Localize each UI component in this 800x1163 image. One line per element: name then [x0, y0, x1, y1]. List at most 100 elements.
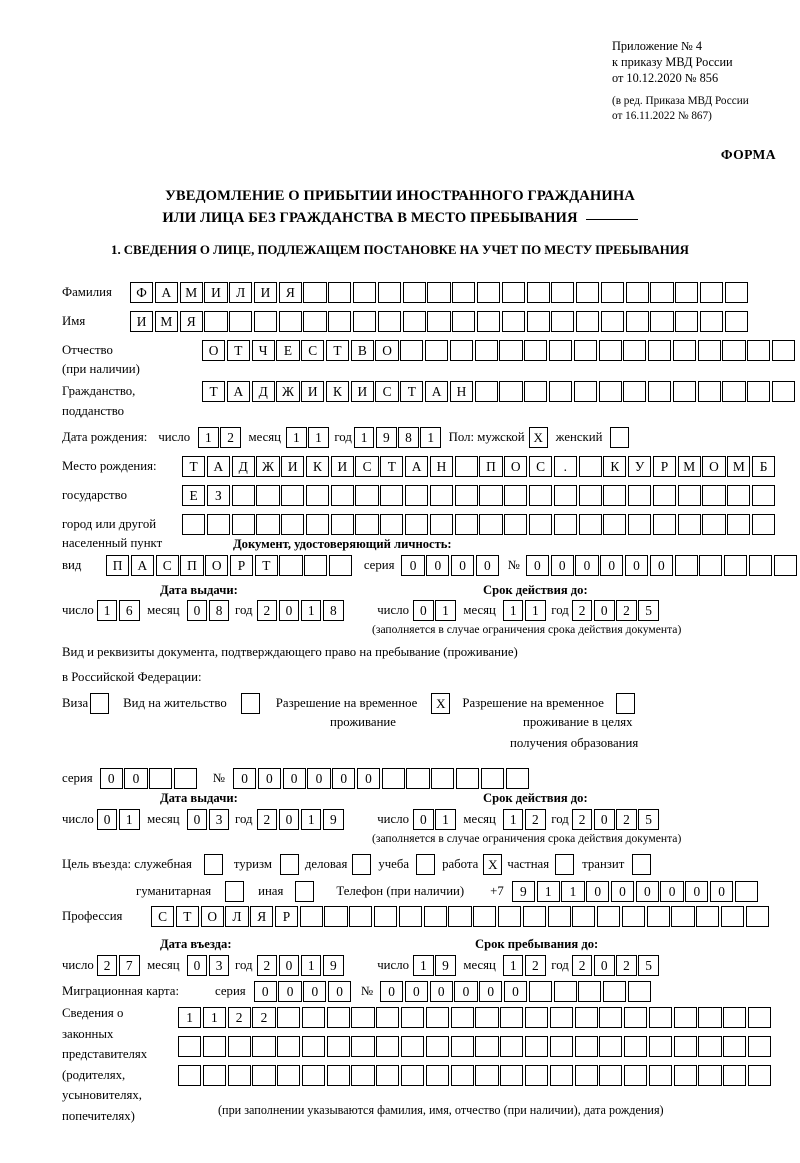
char-cell[interactable] [648, 340, 672, 361]
digit-cell[interactable]: 5 [638, 955, 659, 976]
digit-cell[interactable]: 3 [208, 955, 230, 976]
char-cell[interactable] [355, 485, 379, 506]
char-cell[interactable] [549, 1007, 573, 1028]
char-cell[interactable] [547, 906, 571, 927]
char-cell[interactable] [305, 514, 330, 535]
temp-residence-edu-checkbox[interactable] [615, 693, 635, 714]
char-cell[interactable] [524, 1007, 549, 1028]
digit-cell[interactable]: 1 [96, 600, 118, 621]
char-cell[interactable]: Т [226, 340, 250, 361]
digit-cell[interactable]: 1 [353, 427, 375, 448]
char-cell[interactable] [573, 381, 597, 402]
char-cell[interactable] [253, 311, 278, 332]
char-cell[interactable] [673, 1065, 697, 1086]
char-cell[interactable] [747, 340, 771, 361]
char-cell[interactable] [330, 514, 354, 535]
char-cell[interactable] [330, 485, 354, 506]
digit-cell[interactable]: 1 [308, 427, 329, 448]
digit-cell[interactable]: 0 [186, 955, 208, 976]
char-cell[interactable] [400, 340, 424, 361]
digit-cell[interactable]: 0 [593, 809, 615, 830]
char-cell[interactable]: Т [325, 340, 350, 361]
digit-cell[interactable]: 0 [278, 955, 300, 976]
char-cell[interactable]: С [301, 340, 325, 361]
char-cell[interactable] [697, 340, 721, 361]
digit-cell[interactable]: 0 [278, 809, 300, 830]
digit-cell[interactable]: 7 [118, 955, 140, 976]
char-cell[interactable]: 0 [451, 555, 475, 576]
char-cell[interactable]: 1 [178, 1007, 202, 1028]
digit-cell[interactable]: 0 [413, 809, 434, 830]
char-cell[interactable]: Т [380, 456, 404, 477]
char-cell[interactable] [671, 906, 695, 927]
char-cell[interactable] [771, 381, 796, 402]
digit-cell[interactable]: 2 [616, 600, 637, 621]
char-cell[interactable]: И [350, 381, 374, 402]
char-cell[interactable] [673, 1007, 697, 1028]
char-cell[interactable] [351, 1065, 375, 1086]
char-cell[interactable]: 0 [257, 768, 281, 789]
digit-cell[interactable]: 0 [186, 600, 208, 621]
char-cell[interactable] [149, 768, 173, 789]
digit-cell[interactable]: 2 [616, 809, 637, 830]
char-cell[interactable] [603, 485, 627, 506]
digit-cell[interactable]: 8 [323, 600, 344, 621]
char-cell[interactable]: 0 [328, 981, 352, 1002]
char-cell[interactable] [720, 906, 745, 927]
purpose-official-checkbox[interactable] [203, 854, 223, 875]
char-cell[interactable]: 0 [624, 555, 649, 576]
char-cell[interactable]: Ч [251, 340, 275, 361]
char-cell[interactable] [652, 514, 677, 535]
char-cell[interactable] [625, 311, 649, 332]
char-cell[interactable] [648, 1065, 673, 1086]
purpose-transit-checkbox[interactable] [632, 854, 652, 875]
char-cell[interactable] [549, 1065, 573, 1086]
char-cell[interactable] [405, 485, 429, 506]
digit-cell[interactable]: 2 [571, 600, 593, 621]
char-cell[interactable]: 9 [511, 881, 535, 902]
char-cell[interactable] [500, 1036, 524, 1057]
char-cell[interactable] [675, 311, 699, 332]
char-cell[interactable]: 0 [307, 768, 331, 789]
digit-cell[interactable]: 9 [435, 955, 456, 976]
sex-male-checkbox[interactable]: X [528, 427, 548, 448]
char-cell[interactable] [479, 514, 503, 535]
char-cell[interactable]: . [553, 456, 577, 477]
char-cell[interactable] [425, 1007, 449, 1028]
char-cell[interactable]: П [479, 456, 503, 477]
char-cell[interactable] [650, 311, 674, 332]
char-cell[interactable] [603, 981, 627, 1002]
char-cell[interactable] [624, 1036, 648, 1057]
digit-cell[interactable]: 2 [256, 600, 278, 621]
char-cell[interactable]: Т [175, 906, 199, 927]
char-cell[interactable] [353, 282, 377, 303]
char-cell[interactable] [724, 282, 748, 303]
char-cell[interactable] [448, 906, 472, 927]
char-cell[interactable] [724, 555, 748, 576]
char-cell[interactable]: Ф [130, 282, 154, 303]
char-cell[interactable]: 0 [303, 981, 327, 1002]
char-cell[interactable] [178, 1065, 202, 1086]
char-cell[interactable] [301, 1007, 326, 1028]
char-cell[interactable]: О [504, 456, 528, 477]
char-cell[interactable]: К [603, 456, 627, 477]
char-cell[interactable] [402, 311, 426, 332]
char-cell[interactable]: 0 [124, 768, 148, 789]
char-cell[interactable] [677, 514, 701, 535]
char-cell[interactable] [431, 768, 455, 789]
char-cell[interactable] [745, 906, 769, 927]
char-cell[interactable] [454, 485, 478, 506]
char-cell[interactable] [182, 514, 206, 535]
char-cell[interactable] [279, 555, 303, 576]
char-cell[interactable] [650, 282, 674, 303]
char-cell[interactable]: О [375, 340, 399, 361]
